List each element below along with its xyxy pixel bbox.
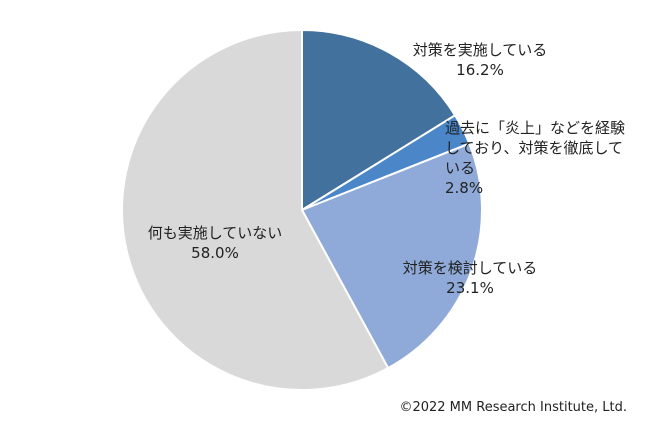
category-label: 対策を実施している (412, 41, 548, 59)
slice-label: 過去に「炎上」などを経験しており、対策を徹底している 2.8% (445, 118, 630, 198)
value-label: 58.0% (191, 244, 239, 262)
slice-label: 何も実施していない 58.0% (130, 223, 300, 263)
pie-slice (300, 142, 483, 370)
source: ©2022 MM Research Institute, Ltd. (399, 400, 627, 415)
category-label: 対策を検討している (402, 259, 538, 277)
pie-slice (301, 28, 457, 212)
pie-slice (121, 28, 390, 391)
category-label: 何も実施していない (147, 224, 283, 242)
value-label: 23.1% (446, 279, 494, 297)
category-label: 過去に「炎上」などを経験しており、対策を徹底している (445, 119, 626, 177)
slice-label: 対策を実施している 16.2% (395, 40, 565, 80)
value-label: 16.2% (456, 61, 504, 79)
slice-label: 対策を検討している 23.1% (385, 258, 555, 298)
value-label: 2.8% (445, 179, 484, 197)
